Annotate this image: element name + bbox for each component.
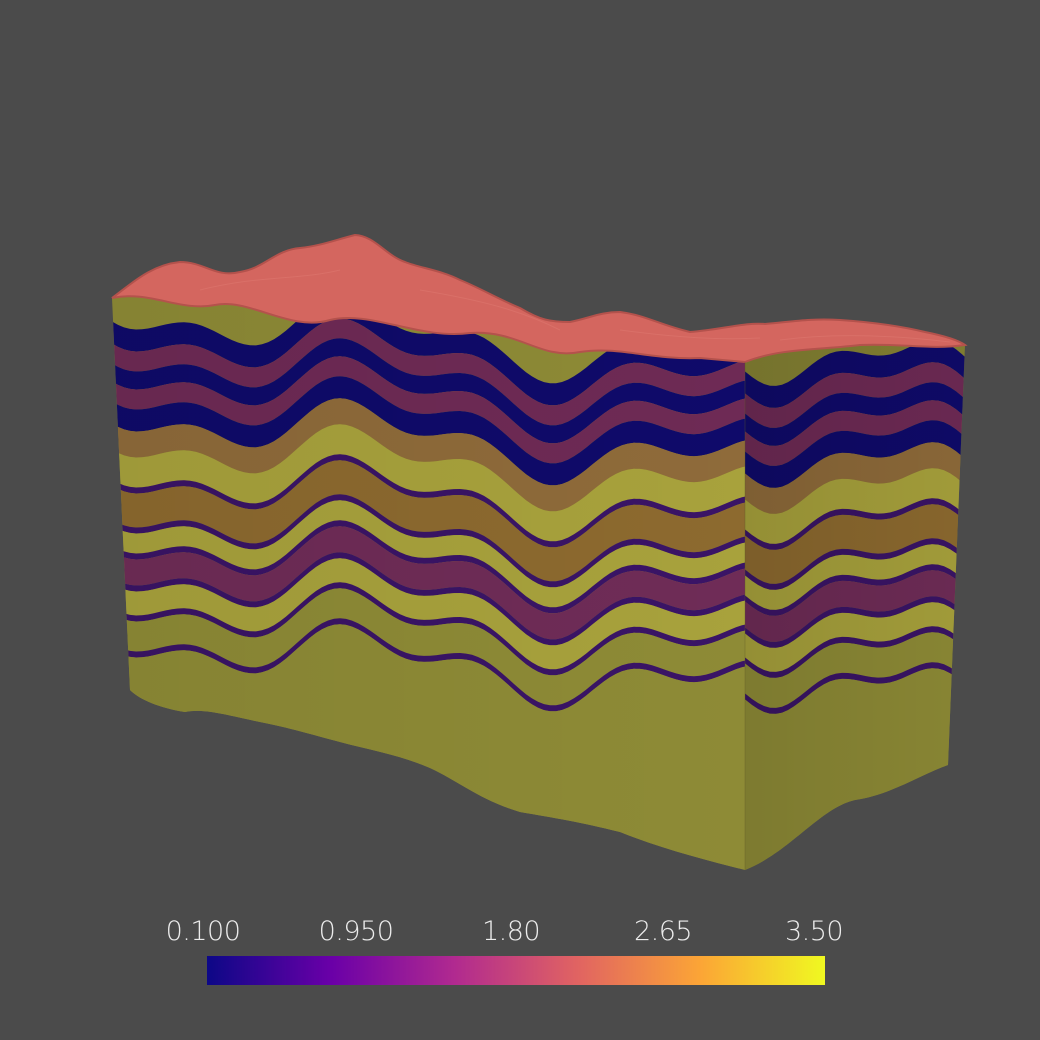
top-surface bbox=[111, 233, 968, 364]
front-face bbox=[112, 296, 745, 870]
colorbar-tick-label: 1.80 bbox=[481, 916, 541, 947]
colorbar-tick-label: 0.100 bbox=[165, 916, 241, 947]
colorbar-tick-label: 2.65 bbox=[633, 916, 693, 947]
colorbar bbox=[207, 956, 825, 985]
colorbar-tick-label: 0.950 bbox=[318, 916, 394, 947]
side-face bbox=[745, 344, 965, 870]
colorbar-tick-label: 3.50 bbox=[784, 916, 844, 947]
